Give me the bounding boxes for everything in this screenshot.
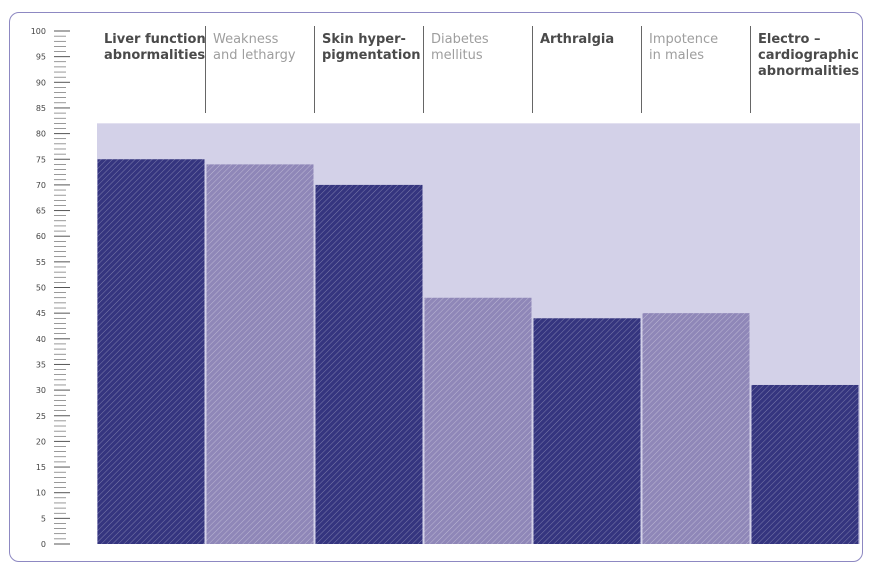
y-tick-label: 20	[36, 437, 46, 446]
y-tick-label: 60	[36, 232, 46, 241]
category-label: Weakness	[213, 32, 279, 47]
y-tick-label: 10	[36, 489, 46, 498]
bar-6	[751, 384, 859, 544]
y-tick-label: 70	[36, 181, 46, 190]
category-label: abnormalities	[104, 48, 205, 63]
category-label: Electro –	[758, 32, 820, 47]
category-label: Arthralgia	[540, 32, 614, 47]
y-axis-ruler: 0 5 10 15 20 25 30 35 40 45 50 55 60 65 70 75 80 85 90 95 10…	[31, 27, 70, 549]
y-tick-label: 80	[36, 130, 46, 139]
y-tick-label: 5	[41, 514, 46, 523]
y-tick-label: 95	[36, 53, 46, 62]
bar-5	[642, 313, 750, 544]
category-label: and lethargy	[213, 48, 296, 63]
category-label: mellitus	[431, 48, 483, 63]
y-tick-label: 90	[36, 78, 46, 87]
y-tick-label: 0	[41, 540, 46, 549]
category-label: Impotence	[649, 32, 718, 47]
category-label: Liver function	[104, 32, 206, 47]
bar-3	[424, 297, 532, 544]
chart-frame	[9, 12, 863, 562]
y-tick-label: 55	[36, 258, 46, 267]
y-tick-label: 40	[36, 335, 46, 344]
category-label: in males	[649, 48, 704, 63]
y-tick-label: 15	[36, 463, 46, 472]
bar-1	[206, 164, 314, 544]
y-tick-label: 75	[36, 155, 46, 164]
y-tick-label: 50	[36, 284, 46, 293]
y-tick-label: 30	[36, 386, 46, 395]
y-tick-label: 45	[36, 309, 46, 318]
category-label: cardiographic	[758, 48, 859, 63]
y-tick-label: 35	[36, 360, 46, 369]
category-label: abnormalities	[758, 64, 859, 79]
y-tick-label: 100	[31, 27, 46, 36]
y-tick-label: 85	[36, 104, 46, 113]
bar-4	[533, 318, 641, 544]
y-tick-label: 65	[36, 207, 46, 216]
bar-0	[97, 159, 205, 544]
bars-group	[97, 159, 859, 544]
category-label: Skin hyper-	[322, 32, 406, 47]
category-label: pigmentation	[322, 48, 421, 63]
bar-2	[315, 184, 423, 544]
y-tick-label: 25	[36, 412, 46, 421]
category-label: Diabetes	[431, 32, 489, 47]
